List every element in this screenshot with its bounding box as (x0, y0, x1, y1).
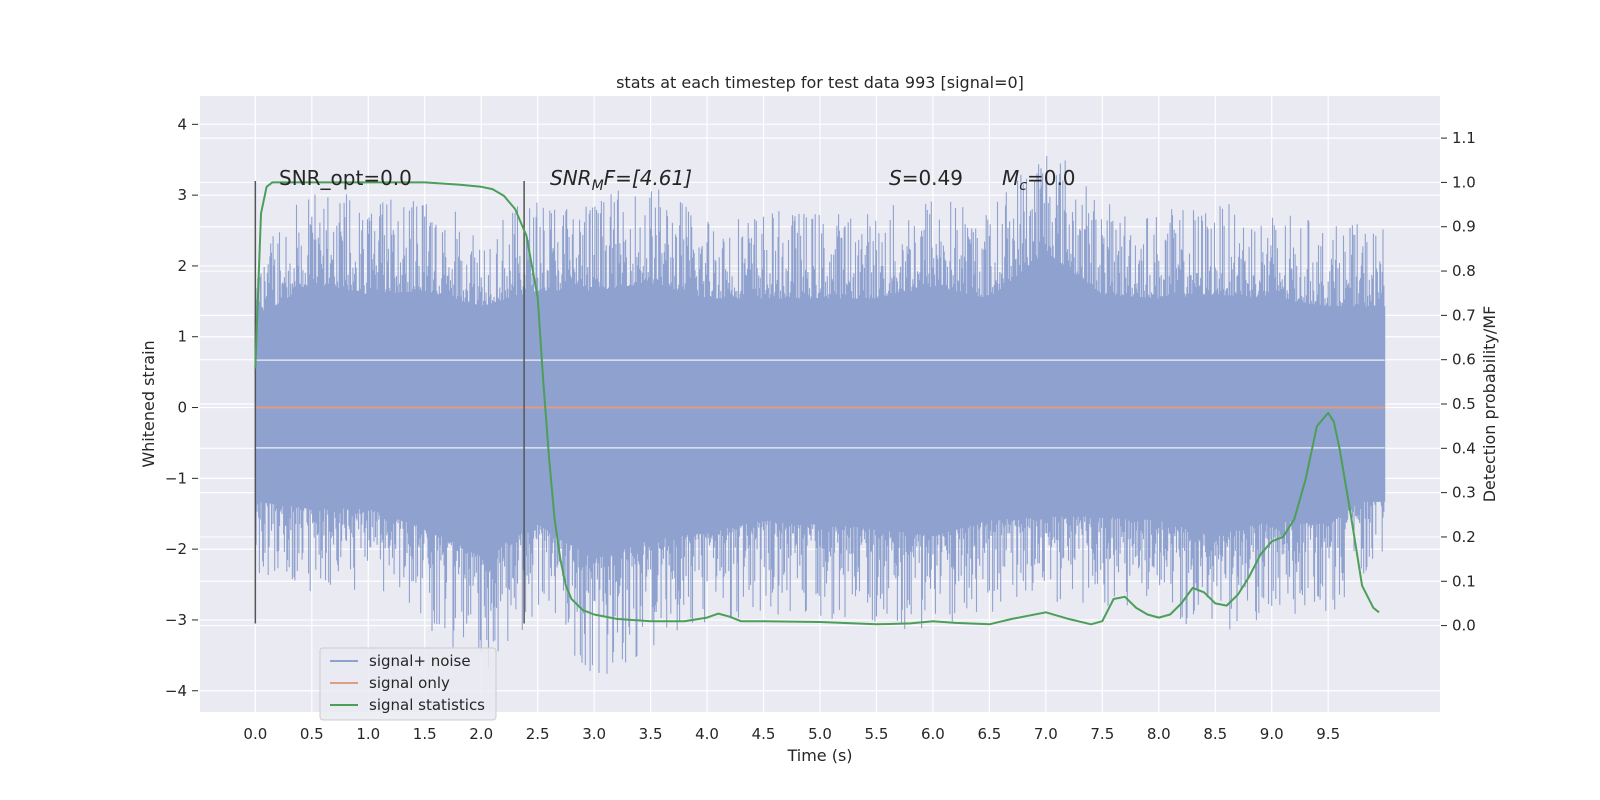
annotation-snr-mf-main: SNR (550, 166, 592, 190)
annotation-mc: Mc=0.0 (1002, 166, 1076, 194)
legend: signal+ noise signal only signal statist… (319, 647, 497, 721)
x-tick-label: 9.0 (1260, 725, 1284, 743)
x-tick-label: 1.5 (413, 725, 437, 743)
annotation-mc-label: M (1002, 166, 1019, 190)
y-right-tick-label: 0.6 (1452, 351, 1476, 369)
x-tick-label: 3.0 (582, 725, 606, 743)
y-right-tick-label: 0.7 (1452, 306, 1476, 324)
y-right-tick-label: 1.1 (1452, 129, 1476, 147)
y-tick-label: −4 (165, 682, 187, 700)
x-tick-label: 5.0 (808, 725, 832, 743)
y-right-axis-label: Detection probability/MF (1480, 306, 1499, 503)
y-tick-label: 3 (177, 186, 187, 204)
annotation-s-label: S (889, 166, 902, 190)
y-tick-label: 4 (177, 115, 187, 133)
chart-title: stats at each timestep for test data 993… (616, 73, 1024, 92)
y-tick-label: −3 (165, 611, 187, 629)
x-tick-label: 7.0 (1034, 725, 1058, 743)
annotation-mc-sub: c (1019, 178, 1027, 194)
annotation-mc-value: =0.0 (1027, 166, 1076, 190)
annotation-s-value: =0.49 (902, 166, 963, 190)
legend-label-signal-only: signal only (369, 674, 450, 692)
x-tick-label: 8.0 (1147, 725, 1171, 743)
x-tick-label: 2.5 (526, 725, 550, 743)
x-tick-label: 4.0 (695, 725, 719, 743)
vertical-markers (254, 180, 525, 624)
y-tick-label: 1 (177, 328, 187, 346)
x-tick-label: 2.0 (469, 725, 493, 743)
y-tick-labels: 4 3 2 1 0 −1 −2 −3 −4 (165, 115, 198, 700)
y-right-tick-label: 0.1 (1452, 572, 1476, 590)
legend-box (319, 647, 497, 721)
x-tick-label: 0.0 (243, 725, 267, 743)
legend-label-signal-statistics: signal statistics (369, 696, 485, 714)
annotation-snr-mf-sub: M (592, 178, 604, 194)
y-right-tick-label: 0.8 (1452, 262, 1476, 280)
y-axis-label: Whitened strain (139, 340, 158, 467)
x-tick-label: 6.0 (921, 725, 945, 743)
annotation-s: S=0.49 (889, 166, 963, 190)
legend-label-signal-plus-noise: signal+ noise (369, 652, 471, 670)
y-right-tick-label: 0.5 (1452, 395, 1476, 413)
x-tick-label: 9.5 (1316, 725, 1340, 743)
y-right-tick-labels: 1.1 1.0 0.9 0.8 0.7 0.6 0.5 0.4 0.3 0.2 0.1 0.0 (1441, 129, 1476, 635)
x-tick-label: 5.5 (865, 725, 889, 743)
y-tick-label: 2 (177, 257, 187, 275)
x-axis-label: Time (s) (786, 746, 852, 765)
y-tick-label: −1 (165, 469, 187, 487)
x-tick-label: 0.5 (300, 725, 324, 743)
x-tick-label: 7.5 (1090, 725, 1114, 743)
x-tick-label: 1.0 (356, 725, 380, 743)
y-right-tick-label: 0.2 (1452, 528, 1476, 546)
y-right-tick-label: 0.3 (1452, 484, 1476, 502)
y-right-tick-label: 1.0 (1452, 173, 1476, 191)
x-tick-label: 4.5 (752, 725, 776, 743)
series-signal-statistics (254, 181, 1380, 626)
annotation-snr-opt: SNR_opt=0.0 (279, 166, 412, 190)
y-right-tick-label: 0.0 (1452, 617, 1476, 635)
y-tick-label: −2 (165, 540, 187, 558)
y-right-tick-label: 0.9 (1452, 218, 1476, 236)
y-tick-label: 0 (177, 399, 187, 417)
y-right-tick-label: 0.4 (1452, 439, 1476, 457)
signal-statistics-line (254, 181, 1380, 626)
x-tick-label: 6.5 (977, 725, 1001, 743)
x-tick-label: 3.5 (639, 725, 663, 743)
x-tick-labels: 0.0 0.5 1.0 1.5 2.0 2.5 3.0 3.5 4.0 4.5 5.0 5.5 6.0 6… (243, 725, 1340, 743)
annotation-snr-mf-rest: F=[4.61] (604, 166, 692, 190)
x-tick-label: 8.5 (1203, 725, 1227, 743)
annotation-snr-mf: SNRMF=[4.61] (550, 166, 692, 194)
